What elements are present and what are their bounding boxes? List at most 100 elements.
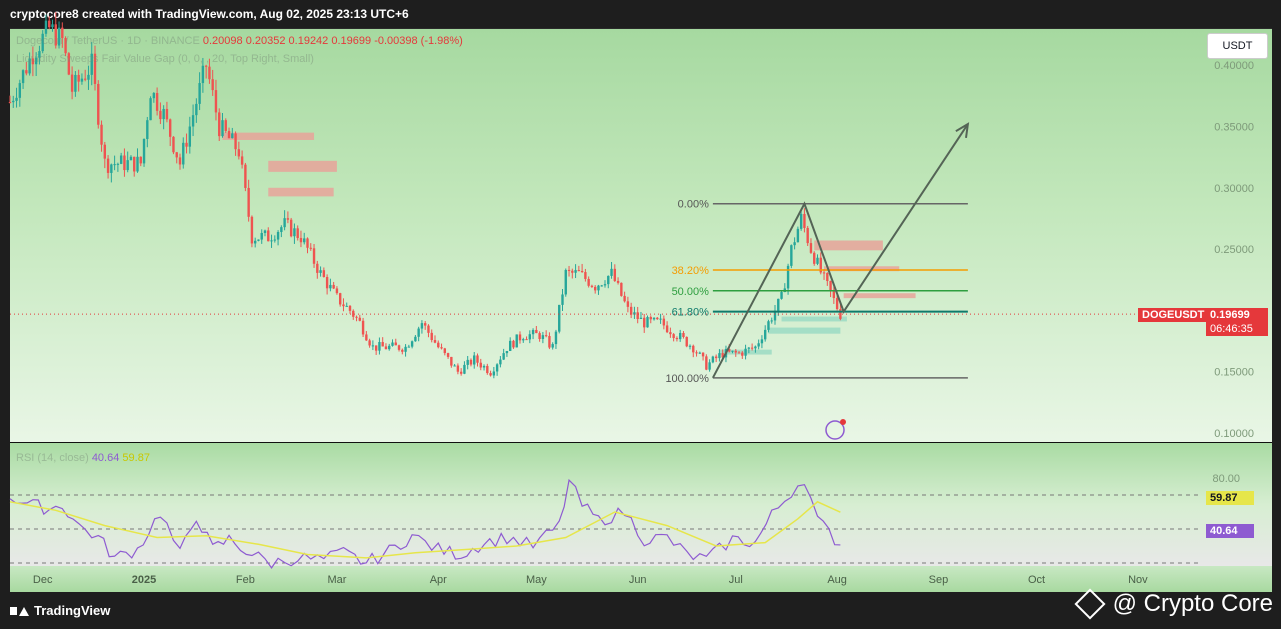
candle-body [374,345,378,351]
candle-body [188,126,192,147]
candle-body [603,284,607,286]
candle-body [417,328,420,337]
candle-body [116,163,120,165]
candle-body [267,230,270,242]
candle-body [574,270,577,273]
candle-body [590,285,594,287]
rsi-ma-line [9,500,841,559]
candle-body [473,355,476,365]
candle-body [234,133,237,150]
time-axis-label: Sep [929,574,949,586]
candle-body [466,359,469,365]
candle-body [656,317,659,320]
tradingview-brand[interactable]: TradingView [10,603,110,618]
rsi-axis-label: 80.00 [1212,473,1240,485]
fib-level-label: 50.00% [672,286,710,298]
demand-zone [781,316,847,322]
candle-body [633,312,636,315]
candle-body [809,243,813,253]
rsi-pane[interactable] [10,442,1272,567]
candle-body [535,329,538,334]
candle-body [283,218,286,228]
candle-body [90,53,93,75]
candle-body [672,334,675,339]
currency-button[interactable]: USDT [1207,33,1268,59]
candle-body [577,270,581,272]
candle-body [113,164,116,166]
candle-body [558,304,561,332]
ohlc-change: -0.00398 (-1.98%) [374,35,463,47]
ohlc-close: 0.19699 [331,35,372,47]
candle-body [763,329,767,340]
candle-body [626,301,630,307]
event-icon [825,420,845,440]
candle-body [214,90,218,113]
candle-body [152,92,156,99]
current-price-tag: 0.19699 [1206,308,1268,322]
rsi-line [9,478,841,569]
time-axis-label: Oct [1028,574,1045,586]
symbol-tag: DOGEUSDT [1138,308,1209,322]
candle-body [459,371,463,374]
candle-body [204,65,208,67]
candle-body [623,295,626,302]
candle-body [247,187,250,217]
candle-body [394,342,397,346]
ohlc-legend: Dogecoin / TetherUS · 1D · BINANCE 0.200… [16,35,463,47]
candle-body [368,340,371,346]
candle-body [201,65,205,84]
candle-body [57,27,61,46]
candle-body [155,92,159,111]
candle-body [538,333,541,340]
symbol-legend: Dogecoin / TetherUS · 1D · BINANCE [16,35,200,47]
candle-body [397,345,401,350]
candle-body [799,213,803,229]
candle-body [175,152,178,158]
candle-body [528,334,532,340]
candle-body [770,320,773,322]
candle-body [87,74,90,80]
candle-body [44,20,48,34]
candle-body [440,347,443,349]
candle-body [348,305,352,311]
candle-body [286,218,290,220]
candle-body [544,335,548,337]
candle-body [110,164,113,173]
price-axis-label: 0.35000 [1214,122,1254,134]
candle-body [427,325,430,333]
candle-body [31,58,35,65]
footer: TradingView @ Crypto Core [0,588,1281,629]
candle-body [119,155,123,164]
candle-body [597,285,600,291]
candle-body [129,156,133,161]
candle-body [646,317,649,328]
candle-body [34,57,38,65]
candle-body [803,213,806,228]
candle-body [708,362,711,370]
candle-body [711,356,715,363]
price-pane[interactable] [10,28,1272,442]
candle-body [453,365,456,367]
candle-body [613,268,617,281]
candle-body [469,359,473,365]
candle-body [253,240,257,244]
time-axis[interactable] [10,566,1272,592]
candle-body [70,74,74,92]
candle-body [564,269,567,295]
candle-body [273,239,277,241]
candle-body [289,219,293,237]
candle-body [741,352,744,356]
event-badge-icon [840,419,846,425]
candle-body [293,228,296,237]
candle-body [515,334,518,348]
candle-body [737,352,741,354]
candle-body [688,345,692,347]
candle-body [345,305,348,307]
candle-body [685,336,688,347]
candle-body [620,282,623,296]
ohlc-low: 0.19242 [288,35,329,47]
candle-body [760,339,764,344]
candle-body [525,339,528,341]
candle-body [430,332,433,341]
time-axis-label: Mar [327,574,346,586]
